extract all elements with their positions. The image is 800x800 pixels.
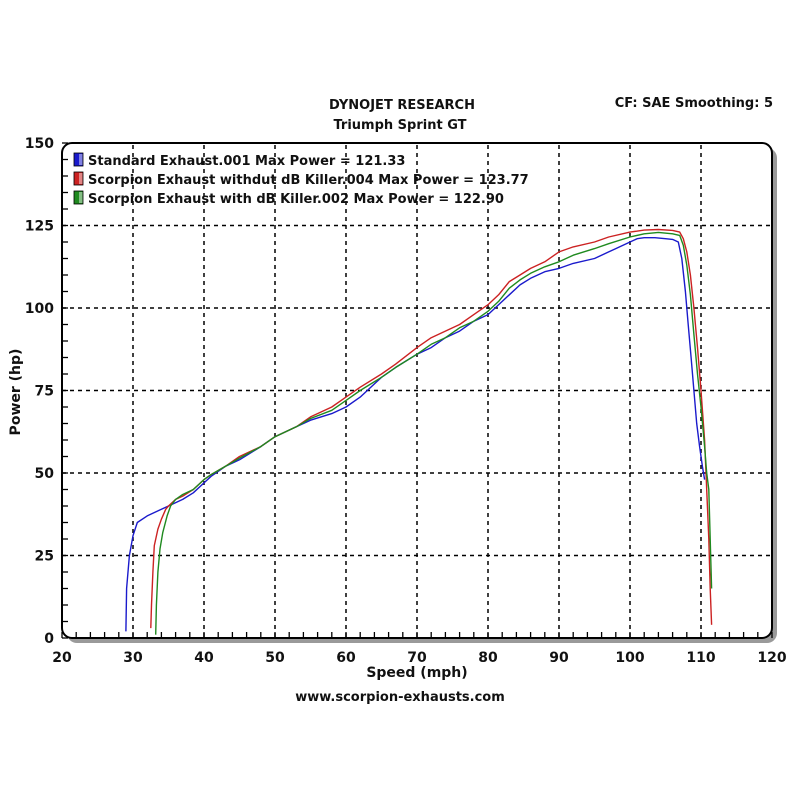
legend-label: Standard Exhaust.001 Max Power = 121.33 <box>88 154 405 169</box>
chart-title-text: DYNOJET RESEARCH <box>329 98 475 113</box>
correction-factor-info: CF: SAE Smoothing: 5 <box>614 96 773 111</box>
x-tick-label: 40 <box>194 650 214 666</box>
y-axis-title: Power (hp) <box>8 349 24 436</box>
chart-title: DYNOJET RESEARCH <box>0 98 800 113</box>
legend-label: Scorpion Exhaust withdut dB Killer.004 M… <box>88 173 529 188</box>
x-tick-label: 50 <box>265 650 285 666</box>
y-tick-label: 125 <box>25 219 54 235</box>
x-axis-title: Speed (mph) <box>366 665 467 681</box>
legend-swatch <box>73 152 84 167</box>
x-tick-label: 70 <box>407 650 427 666</box>
y-tick-label: 0 <box>44 631 54 647</box>
axis-ticks <box>61 142 773 639</box>
grid-lines <box>62 145 772 638</box>
x-tick-label: 120 <box>757 650 786 666</box>
x-tick-label: 30 <box>123 650 143 666</box>
x-tick-label: 20 <box>52 650 72 666</box>
power-curve-2 <box>150 228 713 629</box>
power-curve-1 <box>125 237 706 632</box>
plot-frame <box>61 142 777 643</box>
legend-swatch <box>73 190 84 205</box>
legend-label: Scorpion Exhaust with dB Killer.002 Max … <box>88 192 504 207</box>
x-axis-tick-labels: 20 30 40 50 60 70 80 90 100 110 120 <box>52 650 787 666</box>
x-tick-label: 110 <box>686 650 715 666</box>
legend-swatch <box>73 171 84 186</box>
y-tick-label: 50 <box>35 466 55 482</box>
y-tick-label: 150 <box>25 136 54 152</box>
chart-subtitle: Triumph Sprint GT <box>333 118 467 133</box>
power-curve-3 <box>155 231 713 635</box>
y-tick-label: 100 <box>25 301 54 317</box>
legend: Standard Exhaust.001 Max Power = 121.33 S… <box>73 152 529 207</box>
x-tick-label: 100 <box>615 650 644 666</box>
y-tick-label: 75 <box>35 384 54 400</box>
x-tick-label: 80 <box>478 650 498 666</box>
y-tick-label: 25 <box>35 549 54 565</box>
x-tick-label: 90 <box>549 650 569 666</box>
x-tick-label: 60 <box>336 650 356 666</box>
y-axis-tick-labels: 0 25 50 75 100 125 150 <box>25 136 54 647</box>
website-url: www.scorpion-exhausts.com <box>295 690 505 705</box>
power-curves <box>125 228 713 635</box>
